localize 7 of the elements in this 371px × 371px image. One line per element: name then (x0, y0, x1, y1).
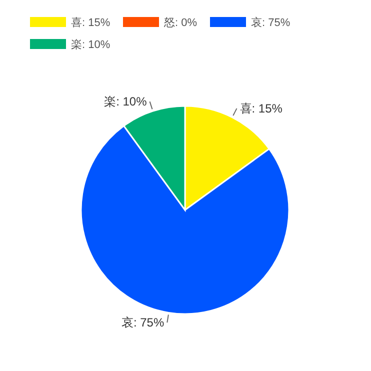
legend-label: 怒: 0% (163, 17, 198, 29)
data-label: 楽: 10% (104, 94, 148, 109)
legend-label: 哀: 75% (251, 16, 290, 29)
data-label: 喜: 15% (240, 101, 283, 116)
data-label: 哀: 75% (121, 316, 164, 330)
legend-label: 楽: 10% (71, 39, 110, 51)
legend-label: 喜: 15% (71, 16, 110, 29)
